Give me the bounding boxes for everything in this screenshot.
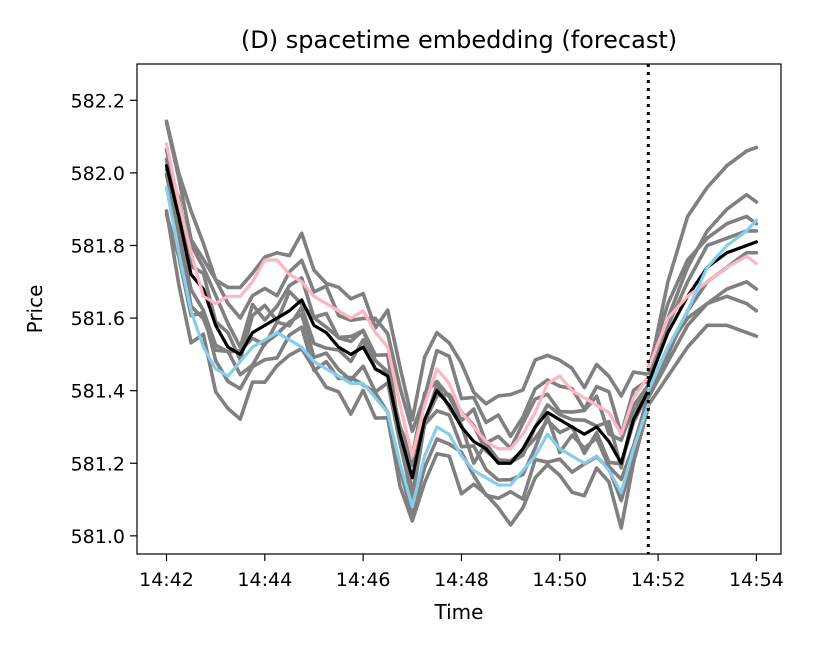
ensemble-line-4 xyxy=(164,172,651,500)
ensemble-line-3 xyxy=(164,148,651,458)
y-tick-label: 581.4 xyxy=(71,381,125,403)
ensemble-line-1 xyxy=(164,120,651,439)
ensemble-line-6 xyxy=(164,209,651,530)
y-tick-label: 582.0 xyxy=(71,163,125,185)
forecast-sample-line-7 xyxy=(646,323,759,407)
x-tick-label: 14:52 xyxy=(631,569,686,591)
forecast-line-1 xyxy=(646,254,759,371)
x-axis-label: Time xyxy=(434,600,484,624)
ensemble-line-5 xyxy=(164,119,651,422)
plot-frame xyxy=(136,63,782,555)
history-line-upper xyxy=(164,142,650,458)
history-line-lower xyxy=(164,185,650,509)
forecast-sample-line-8 xyxy=(646,214,759,371)
x-tick-label: 14:50 xyxy=(532,569,587,591)
forecast-sample-line-3 xyxy=(646,145,759,378)
y-tick-label: 581.2 xyxy=(71,453,125,475)
x-tick-label: 14:54 xyxy=(729,569,784,591)
ensemble-line-2 xyxy=(164,212,651,516)
y-tick-label: 581.6 xyxy=(71,308,125,330)
x-tick-label: 14:48 xyxy=(434,569,489,591)
y-axis-label: Price xyxy=(23,285,47,334)
history-line-mean xyxy=(164,164,650,480)
y-tick-label: 581.8 xyxy=(71,235,125,257)
y-tick-label: 582.2 xyxy=(71,90,125,112)
chart-title: (D) spacetime embedding (forecast) xyxy=(241,26,677,54)
x-axis: 14:42 14:44 14:46 14:48 14:50 14:52 14:54 xyxy=(139,554,784,591)
y-axis: 581.0 581.2 581.4 581.6 581.8 582.0 582.2 xyxy=(71,90,137,548)
x-tick-label: 14:46 xyxy=(336,569,391,591)
x-tick-label: 14:44 xyxy=(237,569,292,591)
x-tick-label: 14:42 xyxy=(139,569,194,591)
y-tick-label: 581.0 xyxy=(71,526,125,548)
forecast-line-2 xyxy=(646,218,759,393)
